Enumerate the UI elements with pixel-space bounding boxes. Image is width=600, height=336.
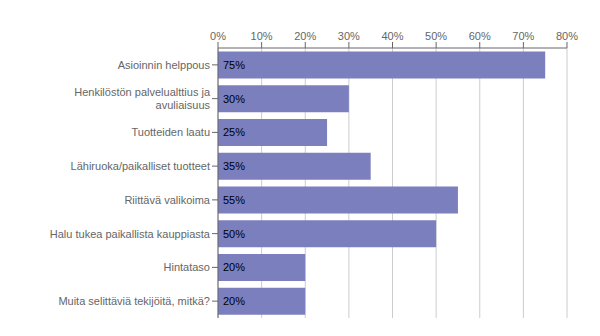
svg-text:30%: 30% bbox=[338, 30, 360, 42]
svg-text:Muita selittäviä tekijöitä, mi: Muita selittäviä tekijöitä, mitkä? bbox=[58, 295, 210, 307]
svg-text:25%: 25% bbox=[223, 126, 245, 138]
svg-text:20%: 20% bbox=[223, 295, 245, 307]
svg-text:Tuotteiden laatu: Tuotteiden laatu bbox=[132, 126, 210, 138]
svg-text:Henkilöstön palvelualttius jaa: Henkilöstön palvelualttius jaavuliaisuus bbox=[74, 86, 211, 111]
svg-text:10%: 10% bbox=[251, 30, 273, 42]
svg-text:Hintataso: Hintataso bbox=[164, 261, 210, 273]
svg-text:40%: 40% bbox=[381, 30, 403, 42]
svg-text:0%: 0% bbox=[210, 30, 226, 42]
svg-text:20%: 20% bbox=[294, 30, 316, 42]
svg-text:30%: 30% bbox=[223, 93, 245, 105]
svg-text:55%: 55% bbox=[223, 194, 245, 206]
svg-text:75%: 75% bbox=[223, 59, 245, 71]
svg-text:80%: 80% bbox=[556, 30, 578, 42]
svg-text:50%: 50% bbox=[223, 228, 245, 240]
svg-text:70%: 70% bbox=[512, 30, 534, 42]
svg-text:35%: 35% bbox=[223, 160, 245, 172]
svg-text:20%: 20% bbox=[223, 261, 245, 273]
svg-text:60%: 60% bbox=[469, 30, 491, 42]
svg-text:Riittävä valikoima: Riittävä valikoima bbox=[124, 194, 210, 206]
svg-text:Halu tukea paikallista kauppia: Halu tukea paikallista kauppiasta bbox=[50, 228, 211, 240]
svg-text:Asioinnin helppous: Asioinnin helppous bbox=[118, 59, 211, 71]
svg-text:Lähiruoka/paikalliset tuotteet: Lähiruoka/paikalliset tuotteet bbox=[71, 160, 210, 172]
svg-text:50%: 50% bbox=[425, 30, 447, 42]
